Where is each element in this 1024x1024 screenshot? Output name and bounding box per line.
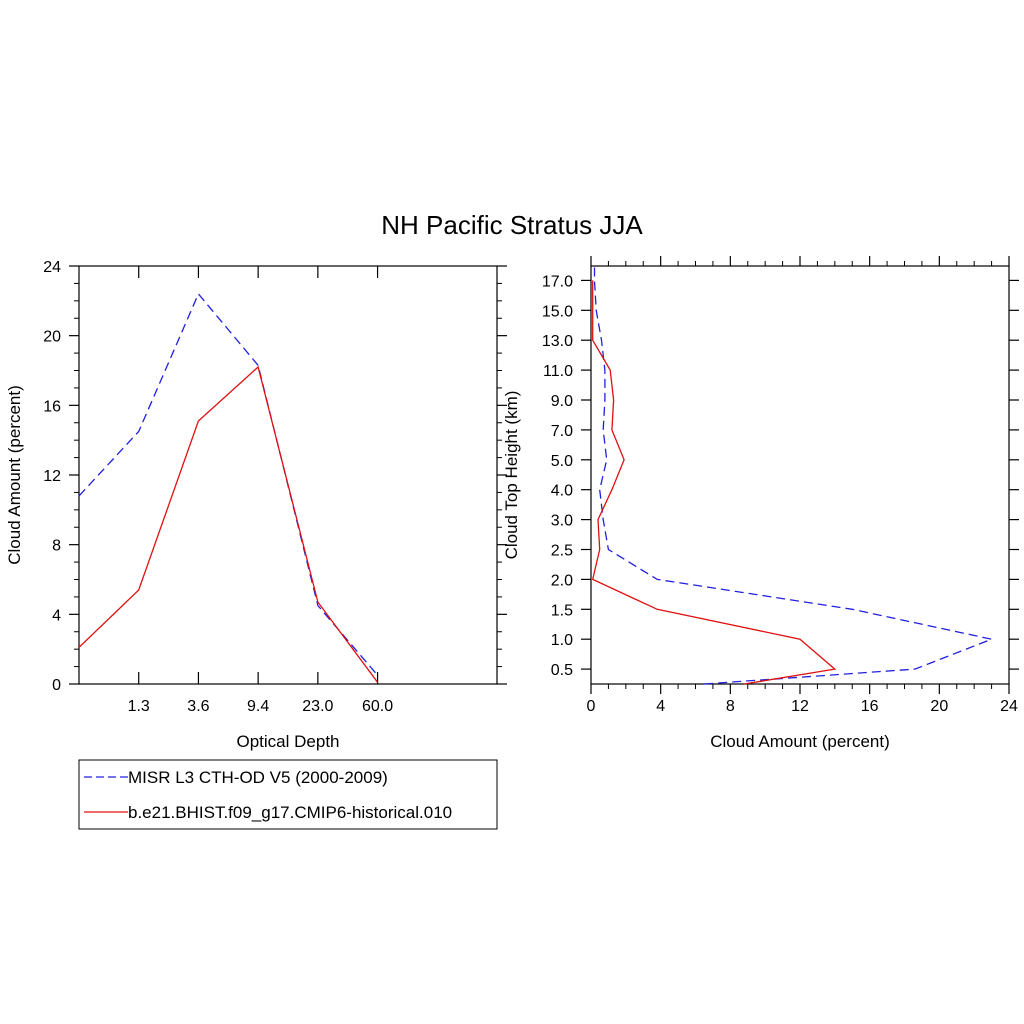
left-plot-frame [78,265,498,685]
figure-title: NH Pacific Stratus JJA [381,210,643,240]
left-series-model-line [78,365,379,683]
right-y-tick-label: 1.5 [551,602,573,619]
right-plot-frame [590,265,1010,685]
left-y-tick-label: 16 [43,398,61,415]
left-x-tick-label: 23.0 [302,698,333,715]
right-y-tick-label: 2.0 [551,572,573,589]
right-x-tick-label: 8 [726,698,735,715]
legend: MISR L3 CTH-OD V5 (2000-2009) b.e21.BHIS… [78,759,498,830]
legend-box [78,759,498,830]
right-x-tick-label: 0 [587,698,596,715]
right-x-tick-label: 12 [791,698,809,715]
left-panel: 1.3 3.6 9.4 23.0 60.0 0 4 8 12 16 20 24 Optical Dep… [5,259,507,751]
left-axis-ticks: 1.3 3.6 9.4 23.0 60.0 0 4 8 12 16 20 24 [43,259,507,715]
left-x-tick-label: 1.3 [128,698,150,715]
right-y-tick-label: 4.0 [551,483,573,500]
right-y-axis-title: Cloud Top Height (km) [502,391,521,560]
left-y-tick-label: 8 [52,538,61,555]
left-x-tick-label: 60.0 [362,698,393,715]
left-y-tick-label: 20 [43,329,61,346]
right-x-tick-label: 20 [930,698,948,715]
left-y-tick-label: 0 [52,677,61,694]
left-x-tick-label: 3.6 [187,698,209,715]
left-y-axis-title: Cloud Amount (percent) [5,385,24,565]
right-series-model-line [591,280,837,685]
right-panel: 0 4 8 12 16 20 24 0.5 1.0 1.5 2.0 2.5 3.0 4.0 5.0 7.0 9.… [502,256,1019,751]
left-y-tick-label: 12 [43,468,61,485]
right-y-tick-label: 5.0 [551,453,573,470]
left-series-obs-line [78,292,379,676]
right-axis-ticks: 0 4 8 12 16 20 24 0.5 1.0 1.5 2.0 2.5 3.0 4.0 5.0 7.0 9.… [542,256,1019,715]
right-series-obs-line [593,266,994,685]
right-y-tick-label: 1.0 [551,632,573,649]
right-y-tick-label: 9.0 [551,393,573,410]
right-y-tick-label: 3.0 [551,513,573,530]
right-series-lines [591,266,994,685]
right-y-tick-label: 0.5 [551,662,573,679]
right-y-tick-label: 11.0 [543,363,573,380]
left-x-axis-title: Optical Depth [237,732,340,751]
right-x-tick-label: 24 [1000,698,1018,715]
left-series-lines [78,292,379,683]
legend-label-model: b.e21.BHIST.f09_g17.CMIP6-historical.010 [128,803,452,822]
right-x-axis-title: Cloud Amount (percent) [710,732,890,751]
right-x-tick-label: 4 [656,698,665,715]
left-y-tick-label: 24 [43,259,61,276]
right-y-tick-label: 17.0 [542,273,573,290]
legend-label-obs: MISR L3 CTH-OD V5 (2000-2009) [128,768,388,787]
left-x-tick-label: 9.4 [247,698,269,715]
right-x-tick-label: 16 [861,698,879,715]
right-y-tick-label: 2.5 [551,543,573,560]
right-y-tick-label: 13.0 [542,333,573,350]
right-y-tick-label: 7.0 [551,423,573,440]
left-y-tick-label: 4 [52,607,61,624]
right-y-tick-label: 15.0 [542,303,573,320]
